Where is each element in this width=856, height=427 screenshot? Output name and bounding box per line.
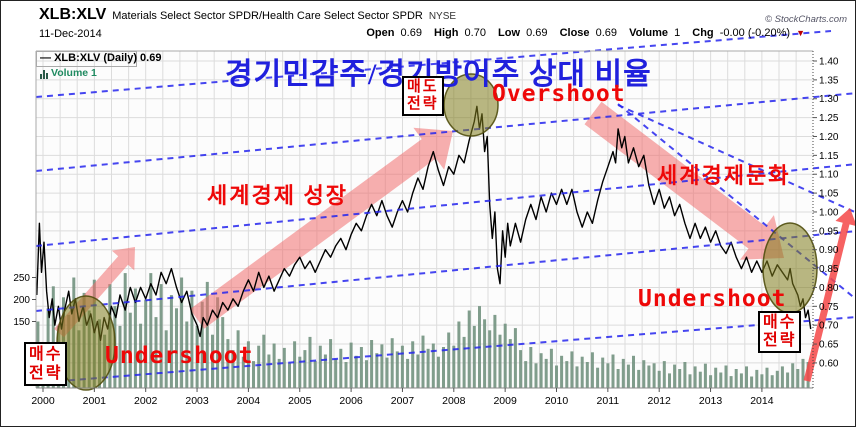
- sell-strategy-line2: 전략: [407, 96, 439, 112]
- svg-text:0.90: 0.90: [819, 245, 839, 256]
- buy-strategy-box-right: 매수 전략: [758, 311, 802, 353]
- svg-text:2011: 2011: [597, 395, 620, 407]
- high-label: High: [434, 27, 459, 39]
- volume-label: Volume: [629, 27, 668, 39]
- sell-strategy-line1: 매도: [407, 79, 439, 95]
- svg-text:0.85: 0.85: [819, 264, 839, 275]
- undershoot-annotation-left: Undershoot: [105, 343, 254, 369]
- undershoot-annotation-right: Undershoot: [638, 286, 787, 312]
- buy-strategy-left-line1: 매수: [29, 346, 63, 363]
- volume-legend-label: Volume 1: [51, 67, 97, 79]
- chart-header: XLB:XLV Materials Select Sector SPDR/Hea…: [39, 6, 456, 24]
- buy-strategy-left-line2: 전략: [29, 365, 63, 382]
- svg-text:2002: 2002: [134, 395, 158, 407]
- svg-text:2004: 2004: [237, 395, 261, 407]
- svg-text:2000: 2000: [31, 395, 55, 407]
- volume-bars-icon: [40, 70, 48, 79]
- svg-text:1.40: 1.40: [819, 57, 839, 68]
- world-economy-growth-annotation: 세계경제 성장: [207, 183, 348, 208]
- svg-text:2005: 2005: [288, 395, 312, 407]
- svg-text:2014: 2014: [750, 395, 774, 407]
- svg-text:2010: 2010: [545, 395, 569, 407]
- ohlc-quote-row: Open 0.69 High 0.70 Low 0.69 Close 0.69 …: [366, 27, 805, 39]
- svg-text:250: 250: [13, 273, 30, 284]
- svg-text:0.75: 0.75: [819, 302, 839, 313]
- volume-legend: Volume 1: [40, 67, 97, 79]
- stockcharts-copyright: © StockCharts.com: [765, 14, 847, 25]
- open-label: Open: [366, 27, 395, 39]
- svg-text:1.25: 1.25: [819, 113, 839, 124]
- svg-text:1.15: 1.15: [819, 151, 839, 162]
- low-value: 0.69: [526, 27, 548, 39]
- low-label: Low: [498, 27, 521, 39]
- buy-strategy-right-line2: 전략: [763, 332, 797, 349]
- open-value: 0.69: [400, 27, 422, 39]
- svg-text:2012: 2012: [648, 395, 672, 407]
- overshoot-annotation: Overshoot: [492, 81, 626, 107]
- buy-strategy-right-line1: 매수: [763, 314, 797, 331]
- svg-text:1.05: 1.05: [819, 189, 839, 200]
- svg-text:1.20: 1.20: [819, 132, 839, 143]
- svg-text:2006: 2006: [339, 395, 363, 407]
- svg-text:1.35: 1.35: [819, 75, 839, 86]
- chart-date: 11-Dec-2014: [39, 28, 102, 40]
- svg-text:2003: 2003: [185, 395, 209, 407]
- sell-strategy-box: 매도 전략: [402, 76, 444, 116]
- volume-value: 1: [674, 27, 681, 39]
- svg-text:1.30: 1.30: [819, 94, 839, 105]
- svg-text:2007: 2007: [391, 395, 415, 407]
- close-label: Close: [559, 27, 590, 39]
- chg-value: -0.00 (-0.20%): [719, 27, 791, 39]
- svg-text:2001: 2001: [83, 395, 107, 407]
- legend-frame: [36, 51, 137, 67]
- svg-text:0.65: 0.65: [819, 340, 839, 351]
- ticker-symbol: XLB:XLV: [39, 6, 107, 23]
- price-legend: — XLB:XLV (Daily) 0.69: [40, 52, 161, 64]
- svg-text:0.70: 0.70: [819, 321, 839, 332]
- svg-text:150: 150: [13, 317, 30, 328]
- svg-text:1.00: 1.00: [819, 207, 839, 218]
- down-triangle-icon: ▼: [796, 28, 805, 38]
- svg-text:2008: 2008: [442, 395, 466, 407]
- line-dash-icon: —: [40, 52, 51, 64]
- svg-text:0.95: 0.95: [819, 226, 839, 237]
- svg-text:0.60: 0.60: [819, 358, 839, 369]
- svg-text:200: 200: [13, 295, 30, 306]
- world-economy-slowdown-annotation: 세계경제둔화: [657, 163, 791, 188]
- buy-strategy-box-left: 매수 전략: [24, 342, 68, 386]
- svg-text:2009: 2009: [493, 395, 517, 407]
- exchange-label: NYSE: [428, 11, 457, 22]
- svg-text:2013: 2013: [699, 395, 723, 407]
- close-value: 0.69: [595, 27, 618, 39]
- price-legend-label: XLB:XLV (Daily) 0.69: [54, 52, 162, 64]
- svg-text:1.10: 1.10: [819, 170, 839, 181]
- ticker-description: Materials Select Sector SPDR/Health Care…: [112, 10, 423, 22]
- chg-label: Chg: [692, 27, 714, 39]
- high-value: 0.70: [464, 27, 486, 39]
- svg-text:0.80: 0.80: [819, 283, 839, 294]
